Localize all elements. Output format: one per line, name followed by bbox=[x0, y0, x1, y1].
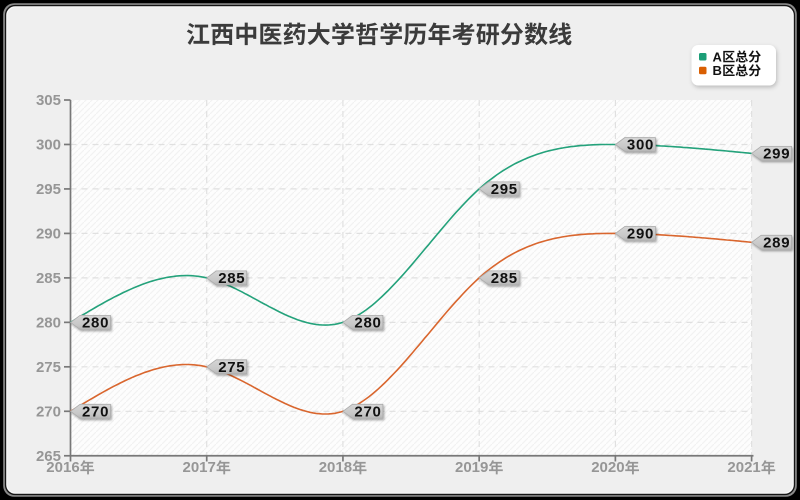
svg-text:289: 289 bbox=[763, 234, 790, 251]
svg-text:270: 270 bbox=[82, 403, 109, 420]
svg-text:290: 290 bbox=[627, 225, 654, 242]
svg-text:270: 270 bbox=[36, 404, 61, 421]
svg-text:280: 280 bbox=[36, 315, 61, 332]
svg-text:270: 270 bbox=[354, 403, 381, 420]
svg-text:285: 285 bbox=[36, 270, 61, 287]
svg-text:295: 295 bbox=[36, 181, 61, 198]
svg-text:B: B bbox=[713, 63, 722, 78]
svg-text:299: 299 bbox=[763, 145, 790, 162]
svg-text:285: 285 bbox=[218, 270, 245, 287]
svg-text:2019: 2019 bbox=[455, 459, 488, 476]
svg-text:265: 265 bbox=[36, 448, 61, 465]
svg-text:280: 280 bbox=[354, 314, 381, 331]
svg-text:2018: 2018 bbox=[319, 459, 352, 476]
svg-text:2021: 2021 bbox=[727, 459, 760, 476]
svg-text:300: 300 bbox=[627, 137, 654, 154]
svg-text:280: 280 bbox=[82, 314, 109, 331]
svg-text:2017: 2017 bbox=[183, 459, 216, 476]
svg-text:290: 290 bbox=[36, 226, 61, 243]
svg-text:300: 300 bbox=[36, 137, 61, 154]
svg-text:295: 295 bbox=[491, 181, 518, 198]
svg-text:A: A bbox=[713, 49, 723, 64]
svg-text:285: 285 bbox=[491, 270, 518, 287]
svg-text:275: 275 bbox=[218, 359, 245, 376]
svg-text:2016: 2016 bbox=[46, 459, 79, 476]
svg-text:2020: 2020 bbox=[591, 459, 624, 476]
svg-text:275: 275 bbox=[36, 359, 61, 376]
svg-text:305: 305 bbox=[36, 92, 61, 109]
